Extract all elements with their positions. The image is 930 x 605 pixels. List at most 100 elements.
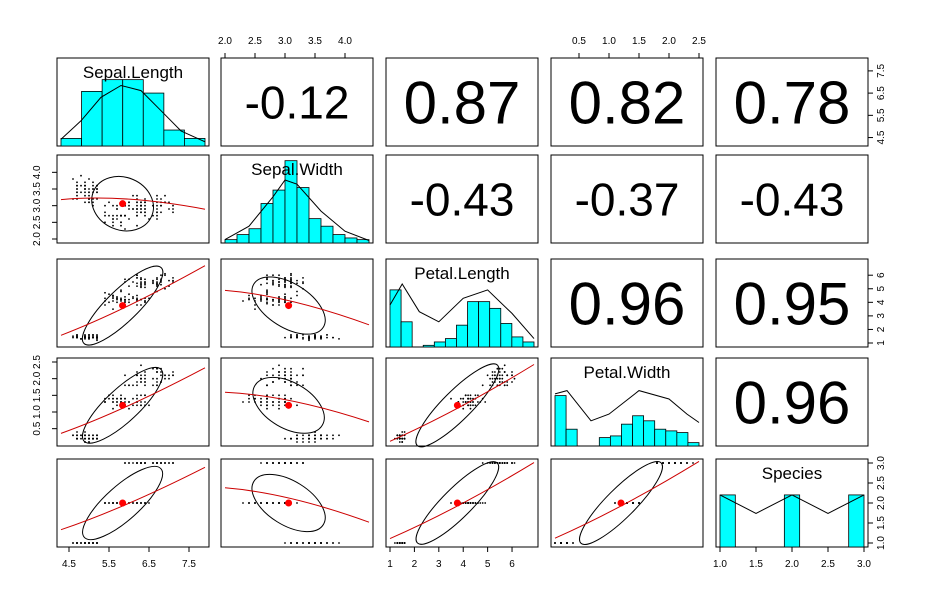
scatter-point [172,374,174,377]
scatter-point [144,208,146,210]
scatter-point [403,431,406,433]
scatter-point [160,374,162,377]
loess-smooth-line [224,289,370,326]
scatter-point [76,434,78,437]
scatter-point [326,334,328,336]
scatter-point [132,384,134,387]
scatter-point [284,401,286,403]
scatter-point [290,297,292,300]
scatter-point [96,339,98,342]
scatter-point [136,384,138,387]
scatter-point [128,407,130,410]
scatter-point [302,434,304,437]
scatter-point [136,211,138,214]
scatter-point [104,211,106,214]
scatter-point [116,297,118,300]
scatter-point [284,296,286,298]
scatter-point [144,394,146,397]
panel-sepal-width-vs-petal-length: -0.43 [385,154,539,244]
scatter-point [168,208,170,210]
variable-label: Sepal.Length [83,63,183,82]
scatter-point [290,397,292,400]
axis-tick-label: 4 [460,559,466,570]
scatter-point [108,201,110,204]
scatter-point [498,371,501,373]
scatter-point [136,502,138,504]
scatter-point [290,277,292,279]
axis-tick-label: 4.5 [62,559,76,570]
scatter-point [128,218,130,220]
scatter-point [116,296,118,298]
scatter-point [302,277,304,279]
panel-frame [715,258,869,348]
scatter-point [302,374,304,377]
scatter-point [302,384,304,387]
scatter-point [308,441,310,443]
scatter-point [136,274,138,277]
axis-tick-label: 3 [436,559,442,570]
scatter-point [266,371,268,373]
scatter-point [278,304,280,306]
scatter-point [314,441,316,443]
scatter-point [496,367,499,370]
scatter-point [140,208,142,210]
scatter-point [84,434,86,437]
scatter-point [148,502,150,504]
scatter-point [296,336,298,339]
panel-species-vs-petal-length [385,458,539,548]
scatter-point [156,281,158,283]
scatter-point [474,394,477,397]
scatter-point [152,377,154,380]
scatter-point [96,188,98,190]
scatter-point [266,274,268,277]
axis-tick-label: 2.0 [32,232,43,246]
scatter-point [172,277,174,279]
scatter-point [104,304,106,306]
scatter-point [284,437,286,440]
scatter-point [302,338,304,340]
correlation-ellipse [579,461,663,545]
scatter-point [144,286,146,289]
scatter-point [462,401,465,403]
scatter-point [132,462,134,464]
scatter-point [467,394,469,397]
scatter-point [248,294,250,297]
scatter-point [479,502,482,504]
scatter-point [278,364,280,367]
scatter-point [296,290,298,293]
scatter-point [88,188,90,190]
scatter-point [278,300,280,302]
scatter-point [128,301,130,304]
scatter-point [152,384,154,387]
scatter-point [481,462,484,464]
scatter-point [686,462,688,464]
scatter-point [120,297,122,300]
scatter-point [503,384,506,387]
scatter-point [469,407,472,410]
scatter-point [272,367,274,370]
axis-tick-label: 6.5 [876,86,887,100]
scatter-point [140,282,142,285]
axis-tick-label: 2 [412,559,418,570]
scatter-point [338,434,340,437]
scatter-point [156,371,158,373]
scatter-point [396,542,399,544]
histogram-bar [224,239,238,244]
scatter-point [168,377,170,380]
scatter-point [80,437,82,440]
scatter-point [136,224,138,227]
scatter-point [96,198,98,200]
panel-frame [220,458,374,548]
scatter-point [88,194,90,197]
axis-tick-label: 0.5 [572,36,586,47]
scatter-point [156,377,158,380]
panel-frame [56,258,210,348]
axis-tick-label: 3 [876,313,887,319]
scatter-point [278,285,280,287]
scatter-point [272,298,274,301]
scatter-point [128,204,130,207]
scatter-point [266,301,268,304]
scatter-point [290,462,292,464]
axis-tick-label: 3.5 [308,36,322,47]
